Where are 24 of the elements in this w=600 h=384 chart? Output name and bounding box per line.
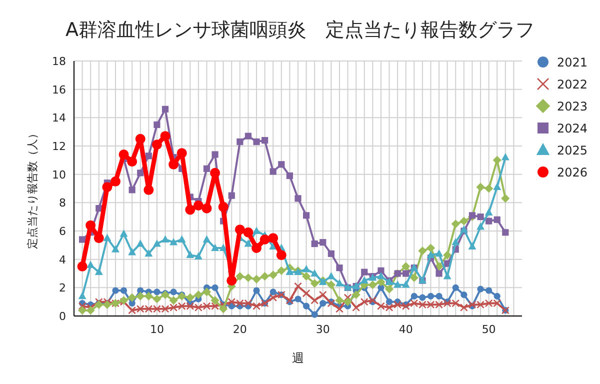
y-tick-label: 8 (59, 196, 66, 210)
legend-label: 2026 (557, 166, 588, 180)
y-axis-title: 定点当たり報告数（人） (26, 128, 39, 249)
x-axis-title: 週 (292, 351, 304, 365)
x-tick-label: 30 (316, 323, 330, 336)
y-tick-label: 10 (52, 168, 66, 182)
x-tick-label: 40 (398, 323, 413, 336)
legend-label: 2025 (557, 144, 588, 158)
chart-title: A群溶血性レンサ球菌咽頭炎 定点当たり報告数グラフ (66, 19, 534, 41)
x-tick-label: 20 (232, 323, 247, 336)
y-tick-label: 2 (59, 282, 66, 295)
y-tick-label: 16 (52, 83, 66, 96)
y-tick-label: 18 (52, 55, 66, 68)
y-tick-label: 4 (59, 253, 66, 266)
y-tick-label: 14 (52, 112, 66, 125)
legend-label: 2024 (557, 122, 588, 136)
y-tick-label: 0 (59, 310, 66, 323)
x-tick-label: 50 (482, 323, 496, 336)
y-tick-label: 12 (52, 140, 66, 153)
x-tick-label: 10 (150, 323, 164, 336)
legend-label: 2023 (557, 100, 588, 114)
y-tick-label: 6 (59, 225, 66, 238)
legend-label: 2022 (557, 78, 588, 92)
legend-label: 2021 (557, 56, 588, 70)
